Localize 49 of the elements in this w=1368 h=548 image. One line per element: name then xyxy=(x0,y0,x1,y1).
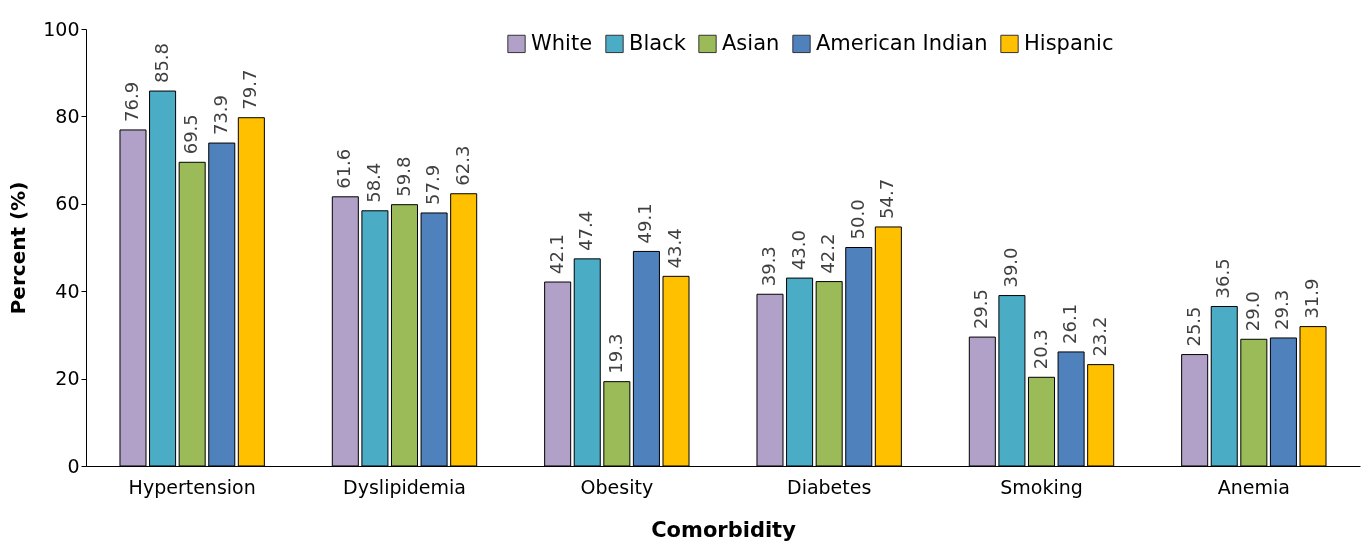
data-label: 39.0 xyxy=(999,247,1021,288)
data-label: 43.0 xyxy=(787,230,809,271)
data-label: 73.9 xyxy=(209,94,231,136)
y-tick-label: 100 xyxy=(43,17,80,40)
data-label: 57.9 xyxy=(422,164,444,205)
data-label: 43.4 xyxy=(664,228,686,269)
data-label: 26.1 xyxy=(1059,303,1081,344)
data-label: 62.3 xyxy=(451,145,473,186)
data-label: 69.5 xyxy=(180,114,202,155)
legend-label: Black xyxy=(629,30,687,55)
y-axis-title: Percent (%) xyxy=(6,181,31,315)
data-label: 29.5 xyxy=(970,289,992,330)
legend-label: Hispanic xyxy=(1024,30,1114,55)
x-tick-label: Hypertension xyxy=(128,475,256,498)
data-label: 79.7 xyxy=(239,69,261,110)
data-label: 61.6 xyxy=(333,148,355,189)
y-tick-label: 40 xyxy=(55,279,80,302)
data-label: 29.3 xyxy=(1271,289,1293,330)
data-label: 85.8 xyxy=(150,42,172,84)
data-label: 23.2 xyxy=(1088,316,1110,357)
data-label: 50.0 xyxy=(846,199,868,240)
data-label: 42.2 xyxy=(817,233,839,274)
y-tick-label: 0 xyxy=(67,454,80,477)
data-label: 54.7 xyxy=(876,178,898,219)
x-axis-title: Comorbidity xyxy=(651,517,797,542)
legend-label: American Indian xyxy=(816,30,988,55)
y-tick-label: 60 xyxy=(55,192,80,215)
x-tick-label: Obesity xyxy=(580,475,654,498)
data-label: 36.5 xyxy=(1212,258,1234,299)
x-tick-label: Anemia xyxy=(1217,475,1290,498)
y-tick-label: 20 xyxy=(55,367,80,390)
data-label: 49.1 xyxy=(634,203,656,244)
data-label: 59.8 xyxy=(392,156,414,197)
data-label: 47.4 xyxy=(575,210,597,251)
data-label: 31.9 xyxy=(1301,278,1323,319)
x-tick-label: Smoking xyxy=(1000,475,1083,498)
x-tick-label: Dyslipidemia xyxy=(343,475,466,498)
data-label: 29.0 xyxy=(1241,291,1263,332)
data-label: 42.1 xyxy=(545,233,567,275)
y-tick-label: 80 xyxy=(55,104,80,127)
data-label: 19.3 xyxy=(604,333,626,374)
data-label: 20.3 xyxy=(1029,329,1051,370)
data-label: 25.5 xyxy=(1182,306,1204,347)
legend-label: Asian xyxy=(722,30,780,55)
data-label: 76.9 xyxy=(120,81,142,122)
data-label: 58.4 xyxy=(362,162,384,203)
x-tick-label: Diabetes xyxy=(786,475,872,498)
data-label: 39.3 xyxy=(757,246,779,287)
legend-label: White xyxy=(531,30,593,55)
